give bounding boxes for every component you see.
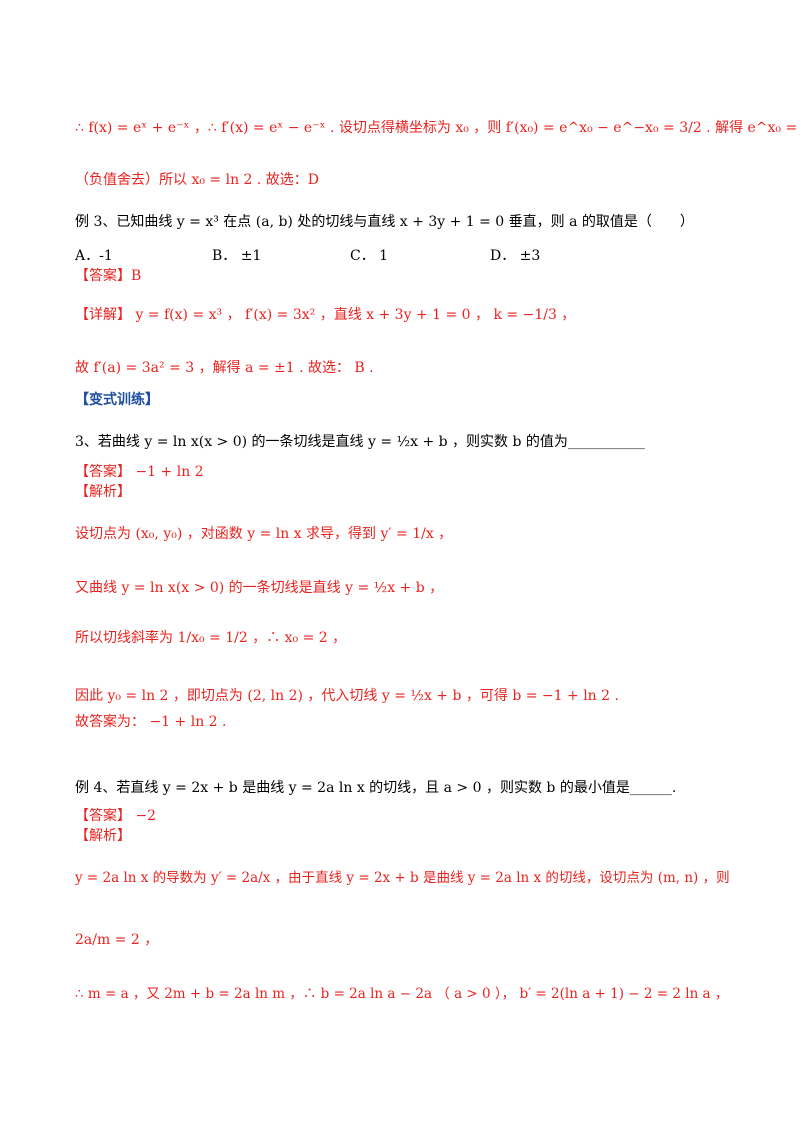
option-b: B． ±1 [212, 248, 262, 264]
analysis-label-2: 【解析】 [75, 828, 131, 844]
answer-label-2: 【答案】 −1 + ln 2 [75, 464, 204, 480]
answer-label-3: 【答案】 −2 [75, 808, 157, 824]
analysis-line-3: 所以切线斜率为 1/x₀ = 1/2 ，∴ x₀ = 2 ， [75, 630, 347, 646]
analysis-line-4: 因此 y₀ = ln 2 ，即切点为 (2, ln 2) ，代入切线 y = ½… [75, 688, 619, 704]
analysis-line-5: y = 2a ln x 的导数为 y′ = 2a/x ，由于直线 y = 2x … [75, 870, 730, 886]
solution-line-1: ∴ f(x) = eˣ + e⁻ˣ ，∴ f′(x) = eˣ − e⁻ˣ . … [75, 120, 800, 136]
option-c: C． 1 [350, 248, 389, 264]
analysis-label: 【解析】 [75, 484, 131, 500]
analysis-line-7: ∴ m = a ，又 2m + b = 2a ln m ，∴ b = 2a ln… [75, 986, 729, 1002]
exercise-3-question: 3、若曲线 y = ln x(x > 0) 的一条切线是直线 y = ½x + … [75, 434, 645, 450]
answer-label: 【答案】B [75, 268, 142, 284]
example-4-question: 例 4、若直线 y = 2x + b 是曲线 y = 2a ln x 的切线，且… [75, 780, 677, 796]
example-3-question: 例 3、已知曲线 y = x³ 在点 (a, b) 处的切线与直线 x + 3y… [75, 214, 694, 230]
section-heading-variant-training: 【变式训练】 [75, 392, 159, 408]
option-d: D． ±3 [490, 248, 541, 264]
detail-line-1: 【详解】 y = f(x) = x³ ， f′(x) = 3x² ，直线 x +… [75, 307, 576, 323]
analysis-line-1: 设切点为 (x₀, y₀) ，对函数 y = ln x 求导，得到 y′ = 1… [75, 526, 453, 542]
analysis-conclusion: 故答案为： −1 + ln 2 . [75, 714, 227, 730]
analysis-line-6: 2a/m = 2 ， [75, 932, 159, 948]
analysis-line-2: 又曲线 y = ln x(x > 0) 的一条切线是直线 y = ½x + b … [75, 580, 444, 596]
option-a: A．-1 [75, 248, 113, 264]
solution-line-2: （负值舍去）所以 x₀ = ln 2 . 故选：D [75, 172, 320, 188]
detail-line-2: 故 f′(a) = 3a² = 3 ，解得 a = ±1 . 故选： B . [75, 360, 374, 376]
